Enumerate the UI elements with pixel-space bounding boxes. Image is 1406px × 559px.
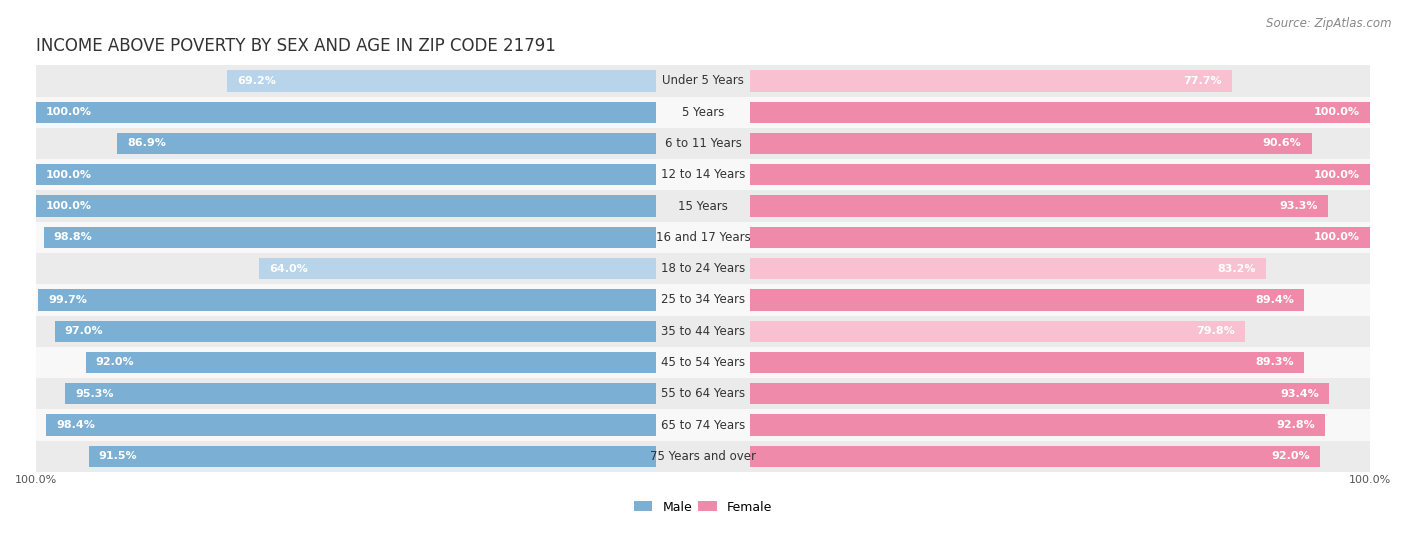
Bar	[37, 284, 1369, 315]
Bar	[749, 383, 1329, 404]
Bar	[37, 253, 1369, 284]
Text: 99.7%: 99.7%	[48, 295, 87, 305]
Bar	[65, 383, 657, 404]
Bar	[89, 446, 657, 467]
Bar	[117, 133, 657, 154]
Bar	[37, 222, 1369, 253]
Text: 5 Years: 5 Years	[682, 106, 724, 119]
Text: 90.6%: 90.6%	[1263, 139, 1302, 149]
Bar	[37, 196, 657, 217]
Bar	[749, 164, 1369, 186]
Bar	[37, 347, 1369, 378]
Bar	[37, 440, 1369, 472]
Bar	[44, 226, 657, 248]
Bar	[37, 409, 1369, 440]
Bar	[37, 378, 1369, 409]
Text: 89.4%: 89.4%	[1256, 295, 1294, 305]
Text: 98.8%: 98.8%	[53, 233, 93, 242]
Bar	[37, 97, 1369, 128]
Text: 100.0%: 100.0%	[1313, 170, 1360, 180]
Bar	[749, 289, 1305, 310]
Text: 79.8%: 79.8%	[1197, 326, 1234, 336]
Text: 95.3%: 95.3%	[76, 389, 114, 399]
Text: 98.4%: 98.4%	[56, 420, 96, 430]
Bar	[749, 196, 1329, 217]
Text: 15 Years: 15 Years	[678, 200, 728, 212]
Text: 93.4%: 93.4%	[1281, 389, 1319, 399]
Bar	[749, 133, 1312, 154]
Text: 93.3%: 93.3%	[1279, 201, 1319, 211]
Bar	[749, 446, 1320, 467]
Bar	[38, 289, 657, 310]
Bar	[37, 65, 1369, 97]
Text: 25 to 34 Years: 25 to 34 Years	[661, 293, 745, 306]
Bar	[749, 226, 1369, 248]
Bar	[259, 258, 657, 280]
Text: 35 to 44 Years: 35 to 44 Years	[661, 325, 745, 338]
Bar	[55, 320, 657, 342]
Text: 77.7%: 77.7%	[1182, 76, 1222, 86]
Text: 55 to 64 Years: 55 to 64 Years	[661, 387, 745, 400]
Text: 12 to 14 Years: 12 to 14 Years	[661, 168, 745, 181]
Bar	[749, 320, 1244, 342]
Text: 86.9%: 86.9%	[128, 139, 166, 149]
Text: 16 and 17 Years: 16 and 17 Years	[655, 231, 751, 244]
Bar	[228, 70, 657, 92]
Text: 100.0%: 100.0%	[1313, 233, 1360, 242]
Bar	[749, 102, 1369, 123]
Text: 45 to 54 Years: 45 to 54 Years	[661, 356, 745, 369]
Text: 100.0%: 100.0%	[46, 170, 93, 180]
Text: INCOME ABOVE POVERTY BY SEX AND AGE IN ZIP CODE 21791: INCOME ABOVE POVERTY BY SEX AND AGE IN Z…	[37, 37, 555, 55]
Text: 92.0%: 92.0%	[1271, 451, 1310, 461]
Text: 6 to 11 Years: 6 to 11 Years	[665, 137, 741, 150]
Text: 92.8%: 92.8%	[1277, 420, 1315, 430]
Text: 100.0%: 100.0%	[1313, 107, 1360, 117]
Bar	[749, 414, 1326, 435]
Text: 75 Years and over: 75 Years and over	[650, 450, 756, 463]
Bar	[749, 352, 1303, 373]
Text: 89.3%: 89.3%	[1256, 357, 1294, 367]
Bar	[37, 164, 657, 186]
Text: 83.2%: 83.2%	[1218, 264, 1256, 273]
Bar	[46, 414, 657, 435]
Bar	[86, 352, 657, 373]
Bar	[749, 258, 1265, 280]
Legend: Male, Female: Male, Female	[628, 495, 778, 519]
Bar	[749, 70, 1232, 92]
Text: 91.5%: 91.5%	[98, 451, 138, 461]
Text: 64.0%: 64.0%	[270, 264, 308, 273]
Text: Under 5 Years: Under 5 Years	[662, 74, 744, 87]
Bar	[37, 102, 657, 123]
Text: 100.0%: 100.0%	[46, 107, 93, 117]
Bar	[37, 191, 1369, 222]
Text: 97.0%: 97.0%	[65, 326, 104, 336]
Text: 100.0%: 100.0%	[46, 201, 93, 211]
Bar	[37, 315, 1369, 347]
Text: 18 to 24 Years: 18 to 24 Years	[661, 262, 745, 275]
Text: 65 to 74 Years: 65 to 74 Years	[661, 419, 745, 432]
Text: Source: ZipAtlas.com: Source: ZipAtlas.com	[1267, 17, 1392, 30]
Text: 69.2%: 69.2%	[238, 76, 276, 86]
Bar	[37, 128, 1369, 159]
Text: 92.0%: 92.0%	[96, 357, 135, 367]
Bar	[37, 159, 1369, 191]
